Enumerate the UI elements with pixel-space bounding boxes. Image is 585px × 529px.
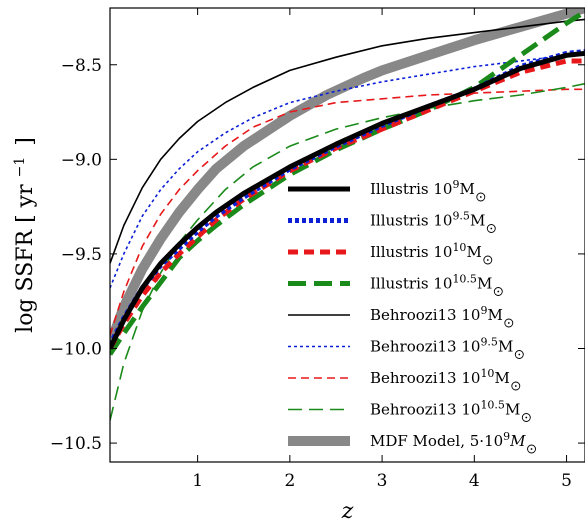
series-layer xyxy=(110,8,585,421)
legend-label-7: Behroozi13 1010.5M xyxy=(370,398,520,419)
series-line-3 xyxy=(110,9,585,356)
sun-symbol-dot-2 xyxy=(486,259,489,261)
series-line-6 xyxy=(110,88,585,336)
x-tick-label-1: 2 xyxy=(284,471,295,491)
legend-label-4: Behroozi13 109M xyxy=(370,304,503,325)
sun-symbol-icon-2 xyxy=(483,255,493,265)
sun-symbol-dot-4 xyxy=(507,322,510,324)
sun-symbol-dot-7 xyxy=(525,416,528,419)
sun-symbol-dot-0 xyxy=(479,196,482,198)
legend-label-6: Behroozi13 1010M xyxy=(370,367,510,388)
legend-label-8: MDF Model, 5·109M xyxy=(370,430,526,451)
series-line-5 xyxy=(110,52,585,289)
legend-label-1: Illustris 109.5M xyxy=(370,209,485,230)
sun-symbol-icon-8 xyxy=(527,444,536,454)
y-tick-label-3: −10.0 xyxy=(50,340,102,360)
sun-symbol-icon-6 xyxy=(511,381,521,391)
y-tick-label-2: −9.5 xyxy=(61,245,102,265)
sun-symbol-icon-5 xyxy=(514,350,524,359)
series-line-8 xyxy=(110,8,585,347)
y-axis-label-main: log SSFR [ yr xyxy=(13,184,38,333)
x-tick-label-0: 1 xyxy=(192,471,203,491)
legend-label-2: Illustris 1010M xyxy=(370,241,482,262)
y-tick-label-0: −8.5 xyxy=(61,56,102,76)
sun-symbol-dot-1 xyxy=(490,227,493,230)
sun-symbol-icon-4 xyxy=(504,318,514,328)
series-line-2 xyxy=(110,58,585,350)
sun-symbol-icon-0 xyxy=(476,192,486,202)
legend-label-5: Behroozi13 109.5M xyxy=(370,335,513,356)
x-axis-label: z xyxy=(341,499,354,524)
sun-symbol-icon-3 xyxy=(493,287,503,296)
legend-label-0: Illustris 109M xyxy=(370,178,475,199)
y-axis-label-close: ] xyxy=(13,137,38,146)
series-line-4 xyxy=(110,18,585,264)
plot-frame xyxy=(109,7,585,463)
sun-symbol-icon-1 xyxy=(486,224,496,233)
sun-symbol-dot-5 xyxy=(518,353,521,356)
x-tick-label-4: 5 xyxy=(561,471,572,491)
legend: Illustris 109M Illustris 109.5M Illustris … xyxy=(288,178,536,454)
x-tick-label-2: 3 xyxy=(377,471,388,491)
sun-symbol-dot-6 xyxy=(514,385,517,387)
series-line-7 xyxy=(110,82,585,421)
y-axis-label-sup: −1 xyxy=(12,157,28,178)
y-tick-label-4: −10.5 xyxy=(50,434,102,454)
x-tick-label-3: 4 xyxy=(469,471,480,491)
y-axis-label: log SSFR [ yr −1 ] xyxy=(12,137,38,333)
sun-symbol-dot-8 xyxy=(530,448,533,450)
series-line-0 xyxy=(110,50,585,350)
legend-label-3: Illustris 1010.5M xyxy=(370,272,492,293)
sun-symbol-icon-7 xyxy=(521,413,531,422)
y-tick-label-1: −9.0 xyxy=(61,150,102,170)
ticks-layer: 1 2 3 4 5 −8.5 −9.0 −9.5 −10.0 −10.5 xyxy=(50,8,585,491)
sun-symbol-dot-3 xyxy=(497,290,500,293)
